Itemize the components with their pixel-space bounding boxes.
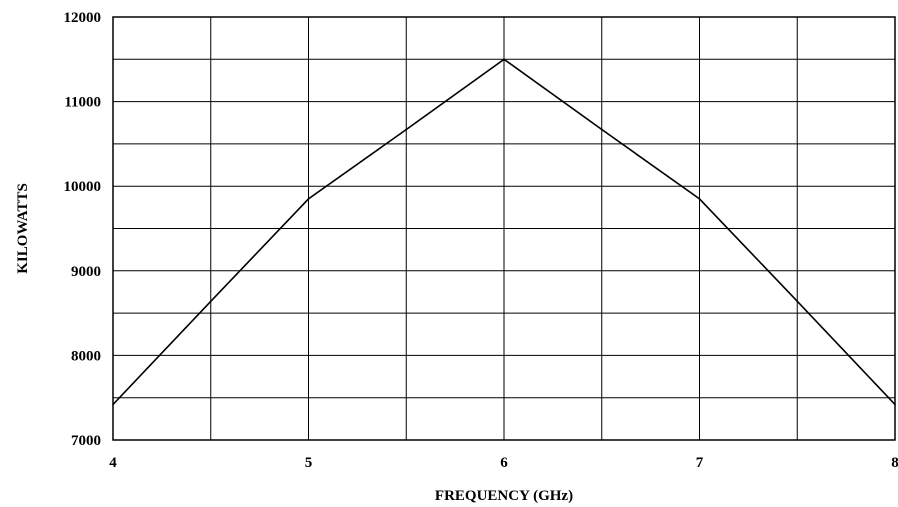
y-tick-label: 10000 bbox=[64, 179, 102, 195]
y-tick-label: 8000 bbox=[71, 348, 101, 364]
y-tick-label: 7000 bbox=[71, 433, 101, 449]
grid bbox=[112, 16, 896, 441]
x-tick-label: 5 bbox=[305, 455, 313, 471]
y-axis-title: KILOWATTS bbox=[15, 183, 31, 274]
y-tick-label: 12000 bbox=[64, 10, 102, 26]
data-point bbox=[307, 198, 310, 200]
y-tick-labels: 7000 8000 9000 10000 11000 12000 bbox=[64, 10, 102, 449]
x-axis-title: FREQUENCY (GHz) bbox=[435, 488, 573, 504]
data-point bbox=[698, 198, 701, 200]
series-group bbox=[112, 58, 896, 406]
data-point bbox=[405, 128, 408, 131]
plot-frame bbox=[112, 16, 896, 441]
y-tick-label: 9000 bbox=[71, 264, 101, 280]
x-tick-labels: 4 5 6 7 8 bbox=[109, 455, 898, 471]
x-tick-label: 4 bbox=[109, 455, 117, 471]
x-tick-label: 7 bbox=[696, 455, 704, 471]
y-tick-label: 11000 bbox=[64, 95, 101, 111]
data-point bbox=[894, 403, 896, 406]
data-point bbox=[112, 403, 114, 406]
x-tick-label: 8 bbox=[891, 455, 898, 471]
data-point bbox=[796, 300, 799, 303]
data-point bbox=[209, 300, 212, 303]
data-point bbox=[503, 58, 505, 61]
data-point bbox=[600, 128, 603, 131]
x-tick-label: 6 bbox=[500, 455, 508, 471]
